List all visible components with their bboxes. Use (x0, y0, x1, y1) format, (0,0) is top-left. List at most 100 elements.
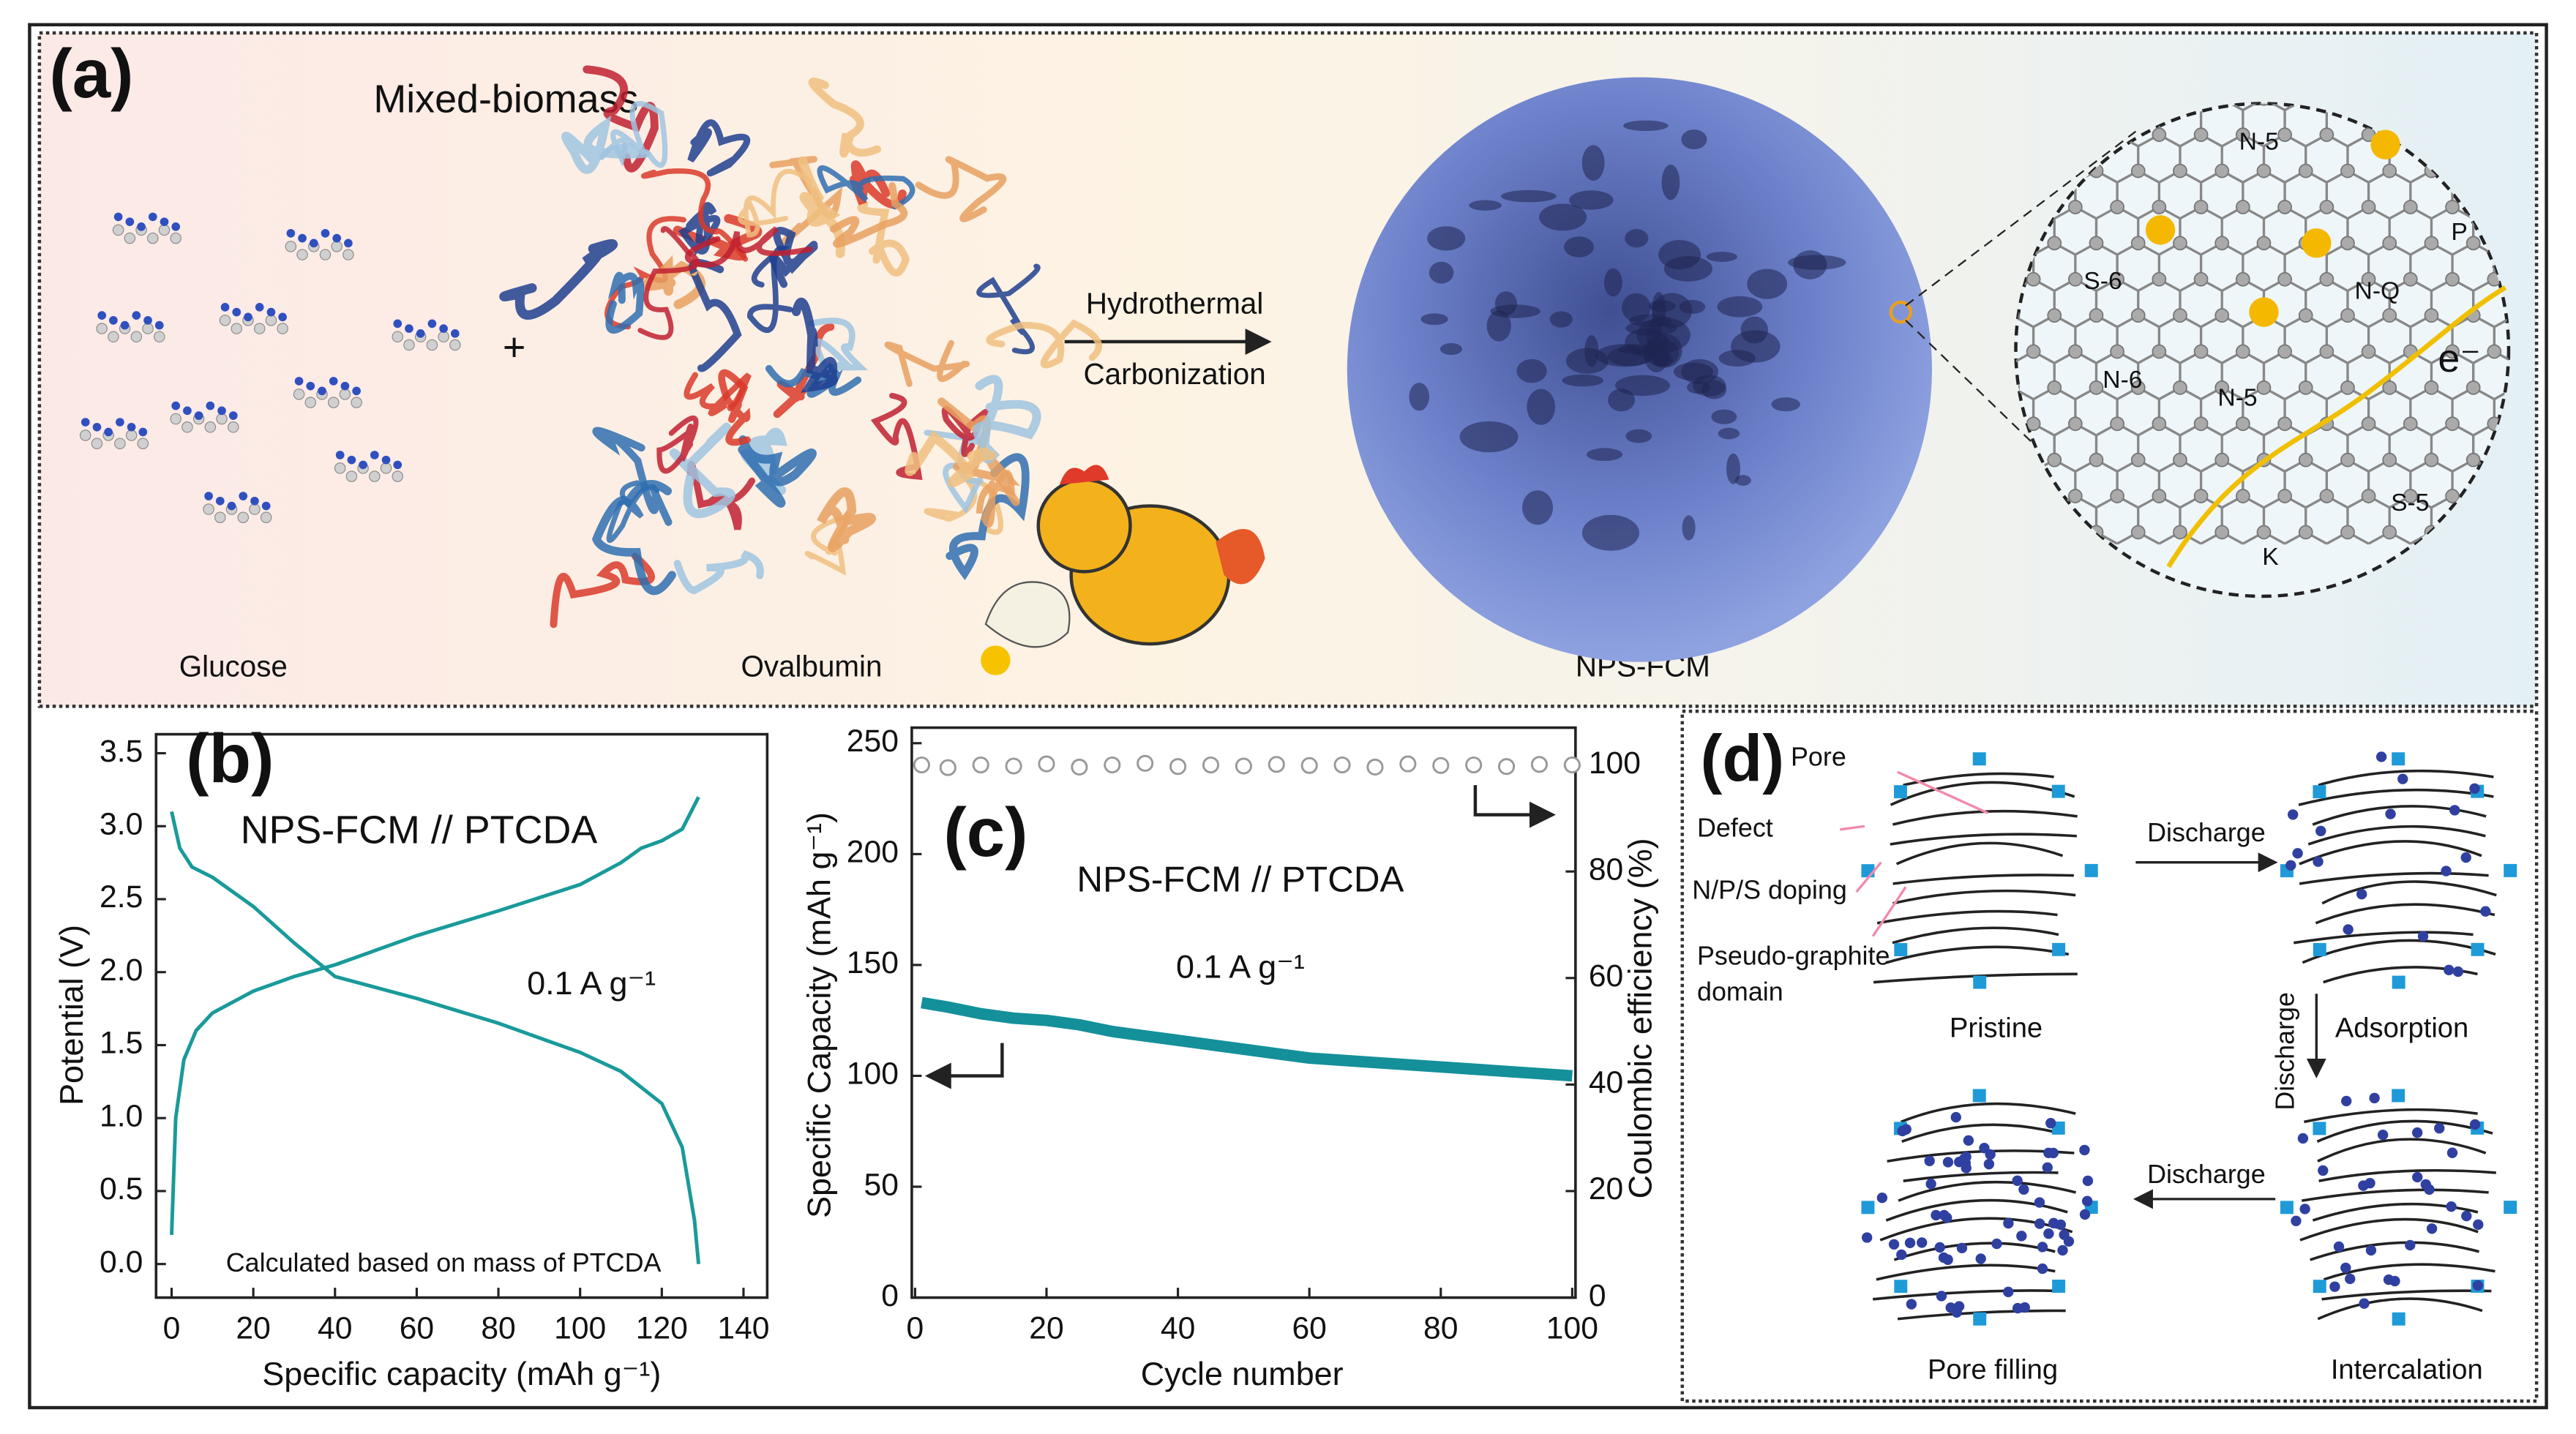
carbon (2445, 344, 2460, 359)
atom (392, 470, 404, 482)
atom (255, 303, 264, 312)
pore (1486, 310, 1511, 342)
carbon (2403, 271, 2418, 287)
atom (286, 229, 296, 238)
atom (293, 388, 305, 400)
carbon (2193, 127, 2209, 143)
pore (1663, 256, 1712, 282)
carbon (2550, 454, 2564, 467)
bond (2557, 243, 2576, 255)
atom (194, 411, 203, 420)
graphite-layer (1900, 1102, 2076, 1124)
atom (204, 421, 217, 433)
ion (1906, 1299, 1917, 1310)
carbon (2047, 308, 2062, 323)
atom (215, 496, 225, 506)
carbon (2550, 309, 2564, 322)
protein-strand (986, 319, 1102, 369)
carbon (2067, 344, 2083, 359)
bond (2557, 532, 2576, 544)
atom (183, 406, 192, 416)
atom (261, 501, 271, 511)
ion (2469, 1119, 2481, 1130)
pore (1682, 515, 1696, 541)
protein-strand (746, 245, 793, 334)
y-tick-label: 50 (864, 1167, 899, 1202)
annotation: domain (1697, 977, 1783, 1007)
protein-strand (599, 101, 668, 168)
carbon (2361, 200, 2376, 214)
ion (2469, 783, 2480, 795)
atom (125, 429, 138, 441)
y-tick-label: 3.0 (100, 807, 143, 842)
protein-strand (499, 239, 618, 320)
atom (294, 377, 304, 386)
ion (2034, 1197, 2045, 1208)
carbon (2067, 271, 2083, 287)
pore (1469, 200, 1502, 211)
pore (1581, 514, 1640, 551)
carbon (2382, 452, 2397, 468)
carbon (2277, 271, 2292, 287)
graphite-layer (2312, 1202, 2479, 1222)
x-tick-label: 40 (1161, 1311, 1195, 1346)
ion (1931, 1209, 1942, 1221)
atom (143, 316, 152, 325)
panel-label: (c) (943, 794, 1027, 871)
yolk (981, 645, 1011, 675)
bond (2557, 315, 2576, 327)
ion (1956, 1242, 1968, 1253)
carbon (2550, 165, 2564, 178)
protein-strand (798, 156, 845, 258)
pore (1718, 350, 1756, 367)
data-point (1235, 757, 1252, 775)
ion (2365, 1245, 2377, 1256)
pore (1527, 388, 1556, 425)
pore (1661, 165, 1680, 200)
bond (2263, 103, 2285, 111)
carbon (2067, 200, 2083, 214)
carbon (2110, 271, 2124, 287)
state-label: Intercalation (2331, 1354, 2483, 1386)
pore (1771, 397, 1800, 412)
ion (2059, 1229, 2070, 1240)
caption: Ovalbumin (741, 649, 882, 683)
atom (403, 339, 415, 351)
atom (142, 323, 154, 334)
atom (319, 249, 332, 260)
graphite-layer (1886, 945, 2070, 964)
atom (335, 451, 345, 459)
ion (1942, 1157, 1954, 1168)
carbon (2382, 236, 2397, 251)
defect (1894, 1280, 1908, 1294)
carbon (2173, 308, 2187, 323)
graphite-layer (2318, 769, 2494, 787)
atom (154, 331, 165, 343)
pore (1581, 145, 1605, 181)
ion (1938, 1252, 1950, 1264)
atom (278, 312, 287, 322)
x-tick-label: 60 (1292, 1311, 1326, 1346)
pore (1539, 203, 1587, 231)
carbon (2193, 271, 2209, 287)
atom (309, 239, 318, 248)
atom (154, 320, 164, 330)
carbon (2130, 308, 2146, 323)
ion (1985, 1149, 1996, 1160)
carbon (2256, 525, 2272, 540)
data-point (1465, 756, 1483, 774)
carbon (2424, 452, 2439, 468)
ion (2079, 1209, 2091, 1220)
protein-strand (791, 298, 838, 393)
ion (1888, 1239, 1900, 1250)
graphite-layer (2299, 1217, 2479, 1242)
pore (1564, 236, 1594, 258)
carbon (2465, 236, 2481, 251)
bond (2493, 386, 2509, 401)
atom (237, 511, 249, 523)
ion (2460, 852, 2471, 863)
pore (1427, 226, 1466, 251)
ion (1876, 1193, 1888, 1204)
carbon (2152, 344, 2167, 359)
